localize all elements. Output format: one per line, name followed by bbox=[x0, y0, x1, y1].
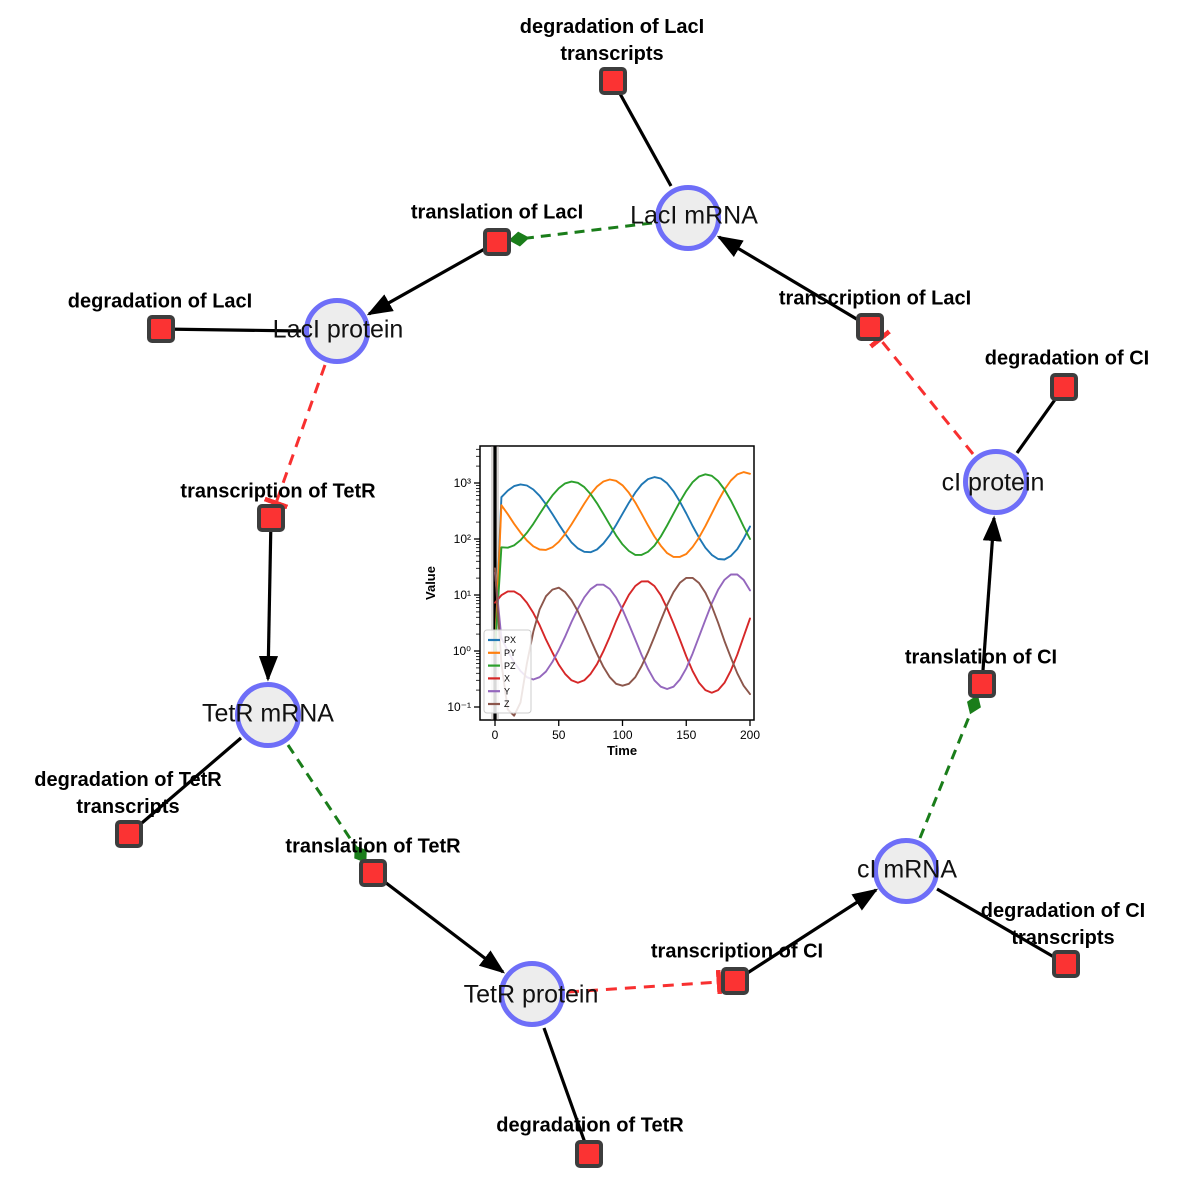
label-transcription-lacI: transcription of LacI bbox=[778, 287, 972, 310]
node-tetR-protein[interactable] bbox=[499, 961, 565, 1027]
series-PZ bbox=[494, 473, 751, 652]
edge-tetR-protein-deg bbox=[542, 1027, 591, 1155]
node-degradation-tetR[interactable] bbox=[575, 1140, 603, 1168]
node-lacI-mrna[interactable] bbox=[655, 185, 721, 251]
chart-svg: 10³ 10² 10¹ 10⁰ 10⁻¹ 0 50 100 150 200 Ti… bbox=[423, 445, 760, 758]
label-lacI-protein: LacI protein bbox=[272, 315, 404, 344]
series-PY bbox=[494, 471, 751, 652]
edge-tetR-mrna-deg-transcripts bbox=[127, 736, 243, 836]
edge-tetR-protein-inhibits-transcription-cI bbox=[567, 969, 723, 995]
xtick-150: 150 bbox=[676, 728, 696, 742]
node-degradation-lacI-transcripts[interactable] bbox=[599, 67, 627, 95]
label-translation-cI: translation of CI bbox=[904, 646, 1058, 669]
legend-label-PY: PY bbox=[504, 648, 516, 658]
edge-lacI-mrna-deg-transcripts bbox=[611, 80, 673, 187]
label-degradation-tetR: degradation of TetR bbox=[496, 1114, 684, 1137]
xtick-100: 100 bbox=[612, 728, 632, 742]
node-transcription-tetR[interactable] bbox=[257, 504, 285, 532]
x-axis-label: Time bbox=[607, 743, 637, 758]
node-cI-protein[interactable] bbox=[963, 449, 1029, 515]
edge-cI-mrna-deg-transcripts bbox=[936, 887, 1067, 966]
edge-translation-tetR-to-protein bbox=[372, 871, 506, 974]
node-degradation-lacI[interactable] bbox=[147, 315, 175, 343]
legend-label-PZ: PZ bbox=[504, 661, 516, 671]
node-degradation-cI-transcripts[interactable] bbox=[1052, 950, 1080, 978]
label-cI-protein: cI protein bbox=[941, 468, 1045, 497]
label-degradation-cI-transcripts: degradation of CI transcripts bbox=[980, 900, 1146, 949]
ytick-1e3: 10³ bbox=[454, 476, 471, 490]
label-transcription-cI: transcription of CI bbox=[650, 940, 824, 963]
edge-translation-lacI-to-protein bbox=[366, 240, 498, 316]
legend-label-Y: Y bbox=[504, 686, 510, 696]
node-tetR-mrna[interactable] bbox=[235, 682, 301, 748]
series-Y bbox=[494, 571, 751, 690]
edge-transcription-cI-to-mrna bbox=[734, 888, 879, 983]
label-transcription-tetR: transcription of TetR bbox=[180, 480, 376, 503]
edge-translation-cI-to-protein bbox=[980, 515, 1002, 685]
xtick-0: 0 bbox=[492, 728, 499, 742]
y-axis-label: Value bbox=[423, 566, 438, 600]
xtick-50: 50 bbox=[552, 728, 566, 742]
edge-lacI-mrna-modifies-translation bbox=[508, 221, 653, 247]
xtick-200: 200 bbox=[740, 728, 760, 742]
series-Z bbox=[494, 567, 751, 717]
label-cI-mrna: cI mRNA bbox=[857, 855, 957, 884]
edge-cI-protein-inhibits-transcription-lacI bbox=[869, 329, 975, 455]
label-degradation-lacI: degradation of LacI bbox=[67, 290, 253, 313]
label-translation-tetR: translation of TetR bbox=[285, 835, 461, 858]
ytick-1e-1: 10⁻¹ bbox=[447, 700, 471, 714]
label-degradation-tetR-transcripts: degradation of TetR transcripts bbox=[34, 769, 222, 818]
simulation-inset-chart: 10³ 10² 10¹ 10⁰ 10⁻¹ 0 50 100 150 200 Ti… bbox=[423, 437, 773, 765]
node-transcription-lacI[interactable] bbox=[856, 313, 884, 341]
node-lacI-protein[interactable] bbox=[304, 298, 370, 364]
ytick-1e1: 10¹ bbox=[454, 588, 471, 602]
legend-label-X: X bbox=[504, 674, 510, 684]
label-tetR-mrna: TetR mRNA bbox=[202, 699, 334, 728]
edge-lacI-protein-inhibits-transcription-tetR bbox=[263, 364, 327, 510]
node-cI-mrna[interactable] bbox=[873, 838, 939, 904]
node-degradation-cI[interactable] bbox=[1050, 373, 1078, 401]
series-curves bbox=[494, 471, 751, 717]
edge-transcription-tetR-to-mrna bbox=[258, 517, 279, 682]
ytick-1e0: 10⁰ bbox=[453, 644, 471, 658]
edge-transcription-lacI-to-mrna bbox=[716, 235, 871, 329]
series-PX bbox=[494, 476, 751, 652]
node-translation-lacI[interactable] bbox=[483, 228, 511, 256]
label-degradation-cI: degradation of CI bbox=[984, 347, 1150, 370]
y-major-ticks bbox=[474, 482, 480, 708]
node-translation-tetR[interactable] bbox=[359, 859, 387, 887]
edge-cI-mrna-modifies-translation bbox=[918, 694, 981, 839]
node-transcription-cI[interactable] bbox=[721, 967, 749, 995]
edge-lacI-protein-deg bbox=[160, 327, 302, 333]
series-X bbox=[494, 580, 751, 694]
legend-label-PX: PX bbox=[504, 635, 516, 645]
edge-tetR-mrna-modifies-translation bbox=[286, 744, 367, 863]
label-degradation-lacI-transcripts: degradation of LacI transcripts bbox=[519, 16, 705, 65]
y-minor-ticks bbox=[476, 448, 480, 691]
chart-legend: PX PY PZ XYZ bbox=[483, 629, 532, 714]
label-lacI-mrna: LacI mRNA bbox=[630, 201, 758, 230]
x-ticks bbox=[494, 720, 751, 726]
label-translation-lacI: translation of LacI bbox=[410, 201, 584, 224]
label-tetR-protein: TetR protein bbox=[463, 980, 599, 1009]
node-translation-cI[interactable] bbox=[968, 670, 996, 698]
ytick-1e2: 10² bbox=[454, 532, 471, 546]
node-degradation-tetR-transcripts[interactable] bbox=[115, 820, 143, 848]
legend-label-Z: Z bbox=[504, 699, 510, 709]
